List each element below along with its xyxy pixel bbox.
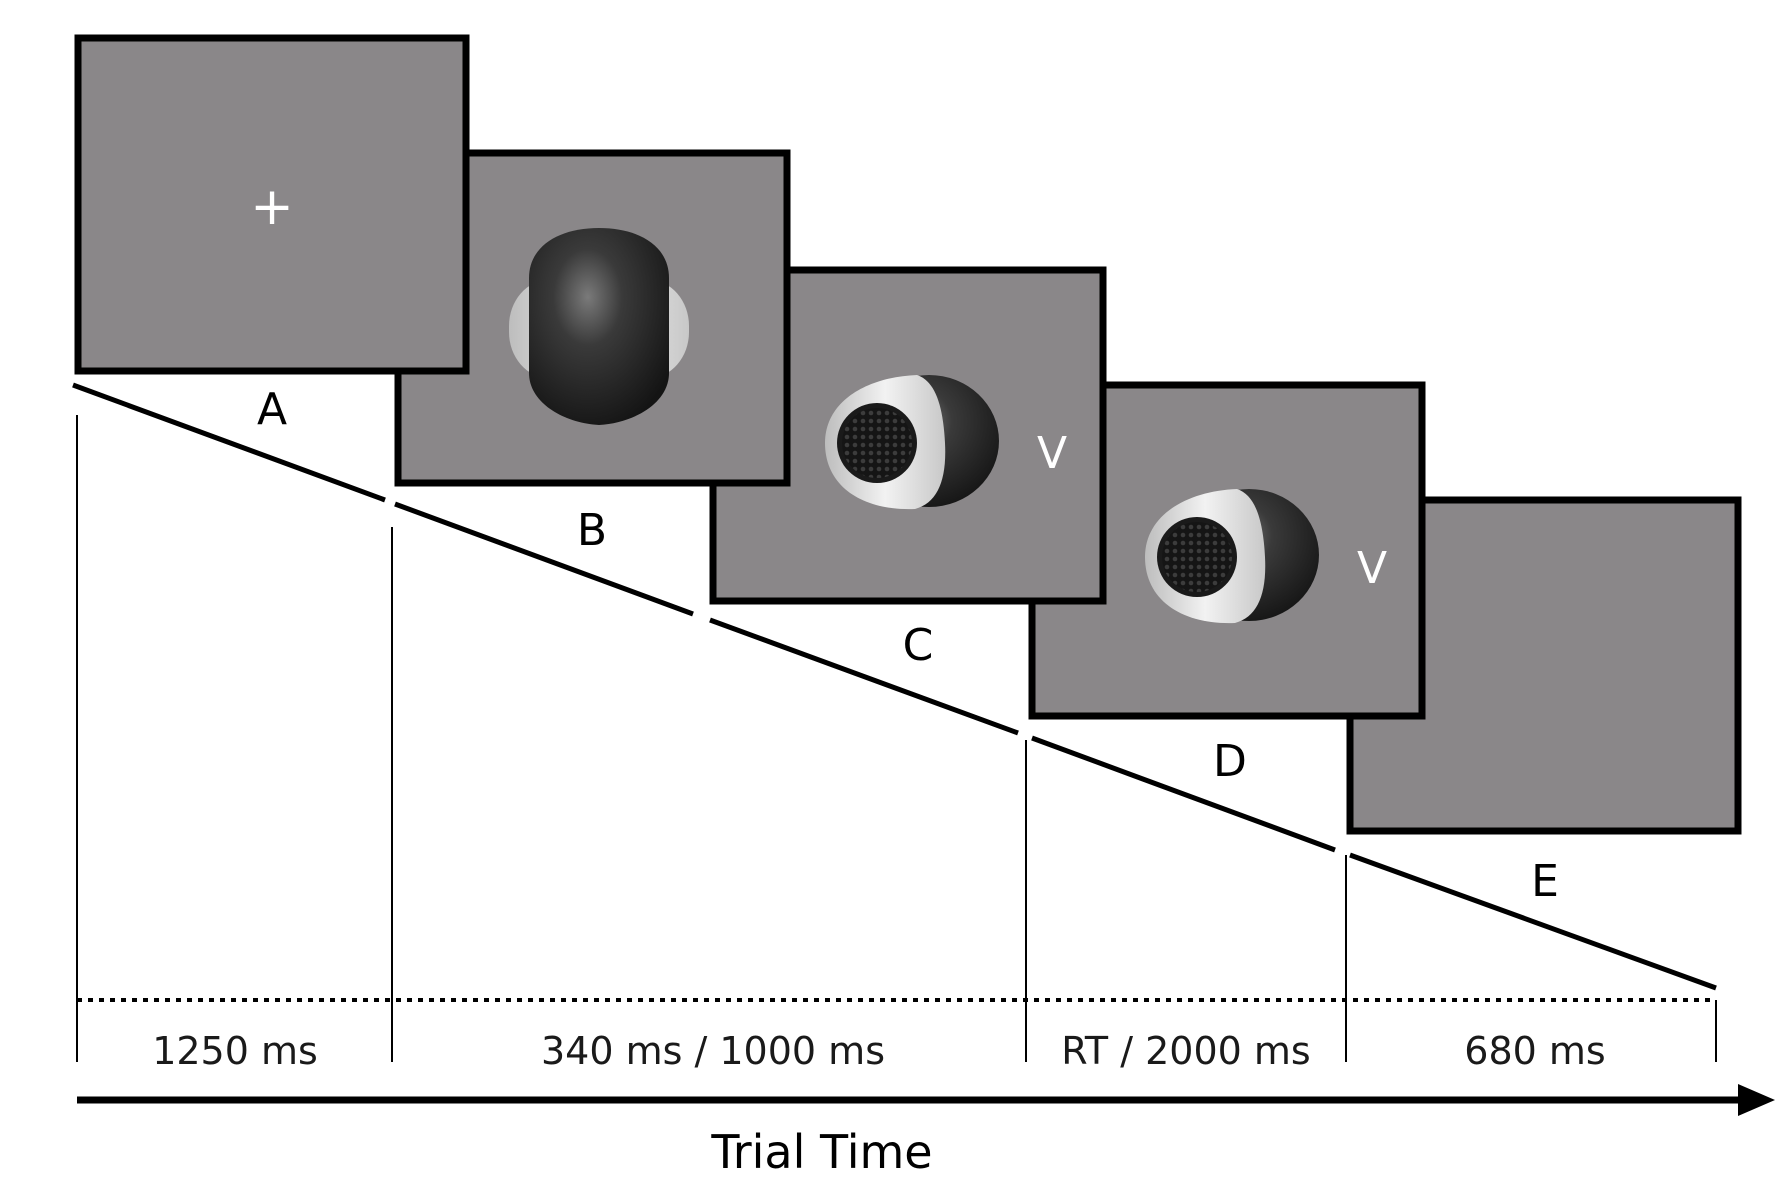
stimulus-side-icon xyxy=(1145,489,1319,624)
panel-letter-c: C xyxy=(903,620,934,671)
panel-letter-d: D xyxy=(1213,736,1247,787)
panel-letter-a: A xyxy=(257,384,287,435)
panel-letter-e: E xyxy=(1531,856,1559,907)
duration-label: 340 ms / 1000 ms xyxy=(541,1029,885,1073)
stimulus-side-icon xyxy=(825,375,999,510)
axis-label: Trial Time xyxy=(710,1125,932,1179)
arrowhead-icon xyxy=(1738,1084,1775,1116)
diagonal-timeline xyxy=(72,382,1717,991)
response-key-c: V xyxy=(1037,428,1067,479)
time-axis-arrow xyxy=(77,1084,1775,1116)
response-key-d: V xyxy=(1357,543,1387,594)
screen-a: + xyxy=(74,34,470,375)
duration-label: 680 ms xyxy=(1464,1029,1605,1073)
fixation-cross: + xyxy=(250,177,294,237)
duration-label: RT / 2000 ms xyxy=(1061,1029,1310,1073)
panel-letter-b: B xyxy=(577,505,607,556)
duration-label: 1250 ms xyxy=(152,1029,318,1073)
screen-a-frame xyxy=(74,34,470,375)
phase-dividers xyxy=(76,415,1717,1062)
stimulus-front-icon xyxy=(509,228,689,425)
